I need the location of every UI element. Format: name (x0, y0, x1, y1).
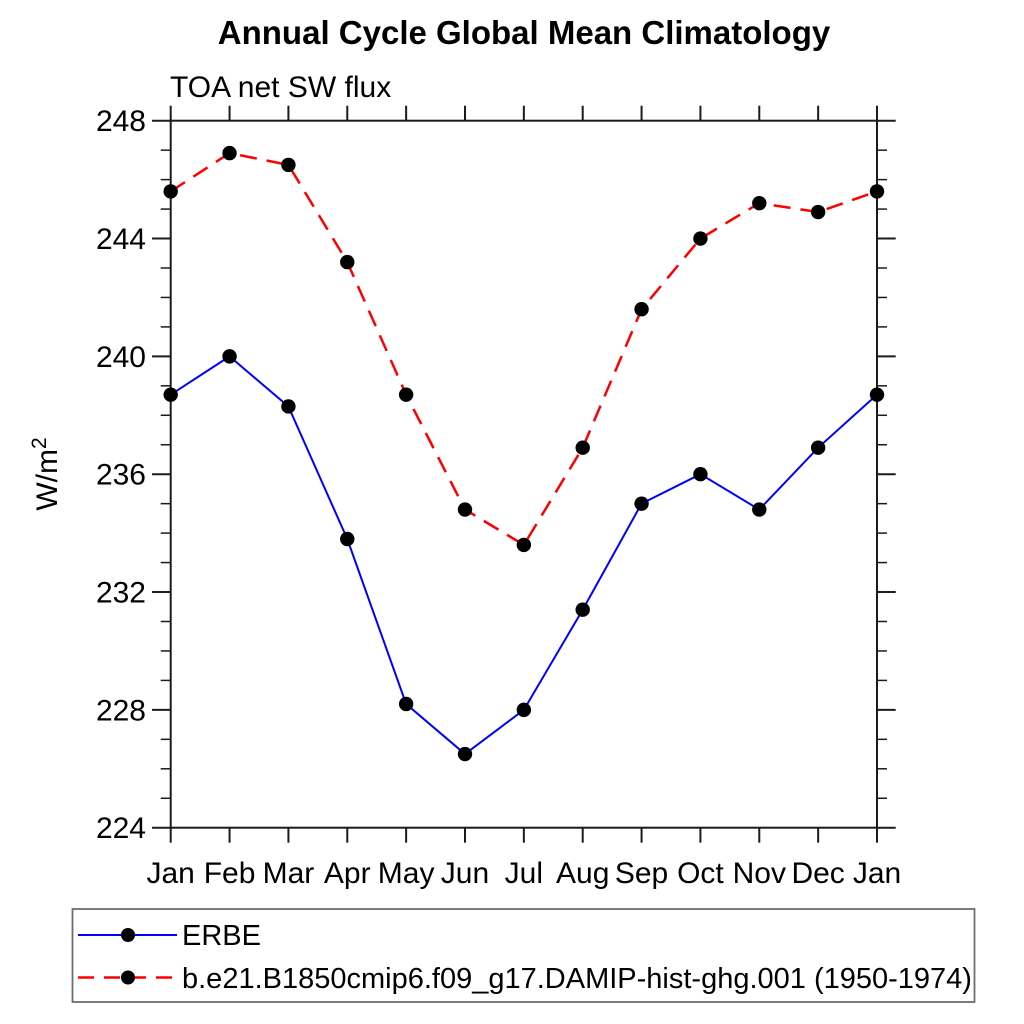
plot-border (169, 119, 878, 829)
y-tick-label: 224 (96, 812, 146, 845)
y-tick-label: 228 (96, 694, 146, 727)
y-tick-label: 248 (96, 105, 146, 138)
legend-label-model: b.e21.B1850cmip6.f09_g17.DAMIP-hist-ghg.… (182, 963, 972, 995)
data-point-marker-series-0 (634, 496, 649, 511)
y-axis-label-base: W/m (31, 449, 64, 511)
data-point-marker-series-0 (457, 746, 473, 762)
y-axis-label: W/m2 (28, 437, 64, 510)
month-label: Dec (791, 857, 844, 890)
data-point-marker-series-1 (281, 157, 296, 173)
month-label: May (378, 857, 435, 890)
month-label: Oct (677, 857, 724, 890)
data-point-marker-series-1 (693, 231, 708, 246)
y-axis-label-exponent: 2 (28, 437, 51, 449)
month-label: Jul (505, 857, 543, 890)
legend-label-erbe: ERBE (182, 920, 261, 952)
legend-box (71, 908, 976, 1003)
legend-sample-marker-1 (121, 970, 135, 985)
data-point-marker-series-0 (222, 349, 237, 364)
data-point-marker-series-0 (752, 502, 767, 517)
month-label: Feb (204, 857, 256, 890)
data-point-marker-series-1 (810, 204, 826, 220)
data-point-marker-series-1 (340, 254, 355, 270)
data-point-marker-series-1 (457, 502, 473, 517)
data-point-marker-series-0 (340, 531, 355, 547)
plot-area: 224 228 232 236 240 244 248 Jan Feb Mar Apr May Jun J… (96, 105, 901, 890)
legend-border (71, 908, 976, 1003)
chart-subtitle: TOA net SW flux (170, 71, 391, 104)
data-point-marker-series-1 (634, 302, 649, 317)
series-1-line (170, 151, 878, 547)
month-label: Jan (853, 857, 901, 890)
data-point-marker-series-0 (398, 696, 414, 712)
month-label: Aug (556, 857, 609, 890)
y-tick-label: 236 (96, 459, 146, 492)
data-point-marker-series-0 (693, 467, 708, 482)
month-label: Sep (615, 857, 668, 890)
month-label: Nov (733, 857, 786, 890)
data-point-marker-series-1 (752, 195, 767, 211)
y-tick-label: 240 (96, 341, 146, 374)
data-point-marker-series-0 (810, 440, 826, 455)
data-point-marker-series-1 (575, 440, 590, 455)
y-tick-label: 232 (96, 577, 146, 610)
series-0-line (170, 355, 878, 756)
legend-sample-marker-0 (121, 928, 135, 942)
chart-title: Annual Cycle Global Mean Climatology (218, 14, 831, 51)
data-point-marker-series-0 (163, 387, 178, 402)
data-point-marker-series-1 (222, 145, 237, 161)
data-point-marker-series-1 (163, 184, 178, 199)
month-label: Jan (147, 857, 195, 890)
data-point-marker-series-0 (575, 602, 590, 617)
data-point-marker-series-1 (869, 184, 885, 199)
data-point-marker-series-0 (281, 399, 296, 414)
data-point-marker-series-1 (516, 537, 532, 553)
y-tick-label: 244 (96, 223, 146, 256)
data-point-marker-series-0 (516, 702, 532, 718)
month-label: Jun (441, 857, 489, 890)
month-label: Mar (263, 857, 315, 890)
month-label: Apr (324, 857, 371, 890)
data-point-marker-series-0 (869, 387, 885, 402)
data-point-marker-series-1 (398, 387, 414, 402)
